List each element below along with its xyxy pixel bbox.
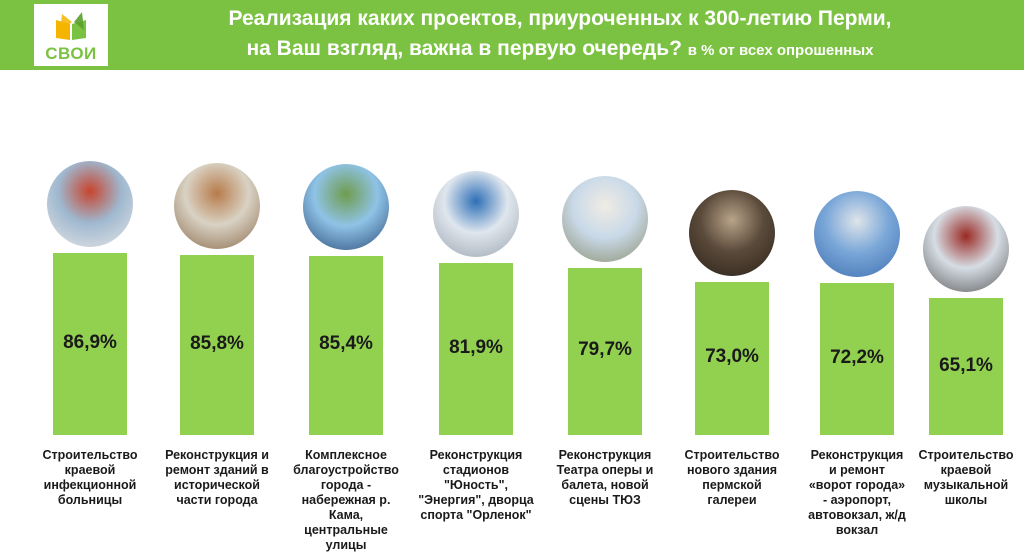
bar-value-label: 73,0% (705, 346, 759, 368)
book-leaves-icon (56, 12, 86, 40)
category-label: Реконструкция и ремонт «ворот города» - … (808, 448, 906, 537)
bar-value-label: 65,1% (939, 354, 993, 376)
bar-chart: 86,9% Строительство краевой инфекционной … (0, 70, 1024, 554)
category-label: Строительство краевой инфекционной больн… (42, 448, 138, 507)
category-label: Комплексное благоустройство города - наб… (293, 448, 399, 552)
bar (439, 263, 513, 435)
title-line-1: Реализация каких проектов, приуроченных … (228, 7, 892, 30)
bar (180, 254, 254, 435)
historic-building-photo-icon (174, 162, 260, 249)
category-label: Строительство краевой музыкальной школы (918, 448, 1014, 507)
gallery-sculpture-photo-icon (689, 189, 775, 276)
embankment-photo-icon (303, 163, 389, 250)
bar (568, 267, 642, 435)
doctor-photo-icon (47, 160, 133, 247)
bar-value-label: 79,7% (578, 339, 632, 361)
bar-value-label: 85,8% (190, 332, 244, 354)
bar-value-label: 81,9% (449, 337, 503, 358)
bar-value-label: 72,2% (830, 347, 884, 369)
bar (53, 252, 127, 435)
bar (309, 255, 383, 435)
airport-photo-icon (814, 191, 900, 278)
bar (695, 281, 769, 435)
category-label: Реконструкция стадионов "Юность", "Энерг… (418, 448, 534, 522)
title-question: на Ваш взгляд, важна в первую очередь? (246, 37, 682, 60)
title-note: в % от всех опрошенных (687, 42, 874, 59)
header-banner: СВОИ Реализация каких проектов, приуроче… (0, 0, 1024, 70)
theatre-photo-icon (562, 175, 648, 262)
logo-text: СВОИ (45, 44, 97, 63)
bar-value-label: 86,9% (63, 331, 117, 353)
music-school-photo-icon (923, 206, 1009, 293)
category-label: Строительство нового здания пермской гал… (684, 448, 780, 507)
stadium-photo-icon (433, 171, 519, 257)
svoi-logo: СВОИ (34, 4, 108, 66)
bar (820, 283, 894, 435)
bar-value-label: 85,4% (319, 333, 373, 355)
title-line-2: на Ваш взгляд, важна в первую очередь? в… (120, 34, 1000, 66)
category-label: Реконструкция Театра оперы и балета, нов… (556, 448, 654, 507)
category-label: Реконструкция и ремонт зданий в историче… (165, 448, 269, 507)
chart-title: Реализация каких проектов, приуроченных … (120, 4, 1000, 66)
bar (929, 298, 1003, 435)
